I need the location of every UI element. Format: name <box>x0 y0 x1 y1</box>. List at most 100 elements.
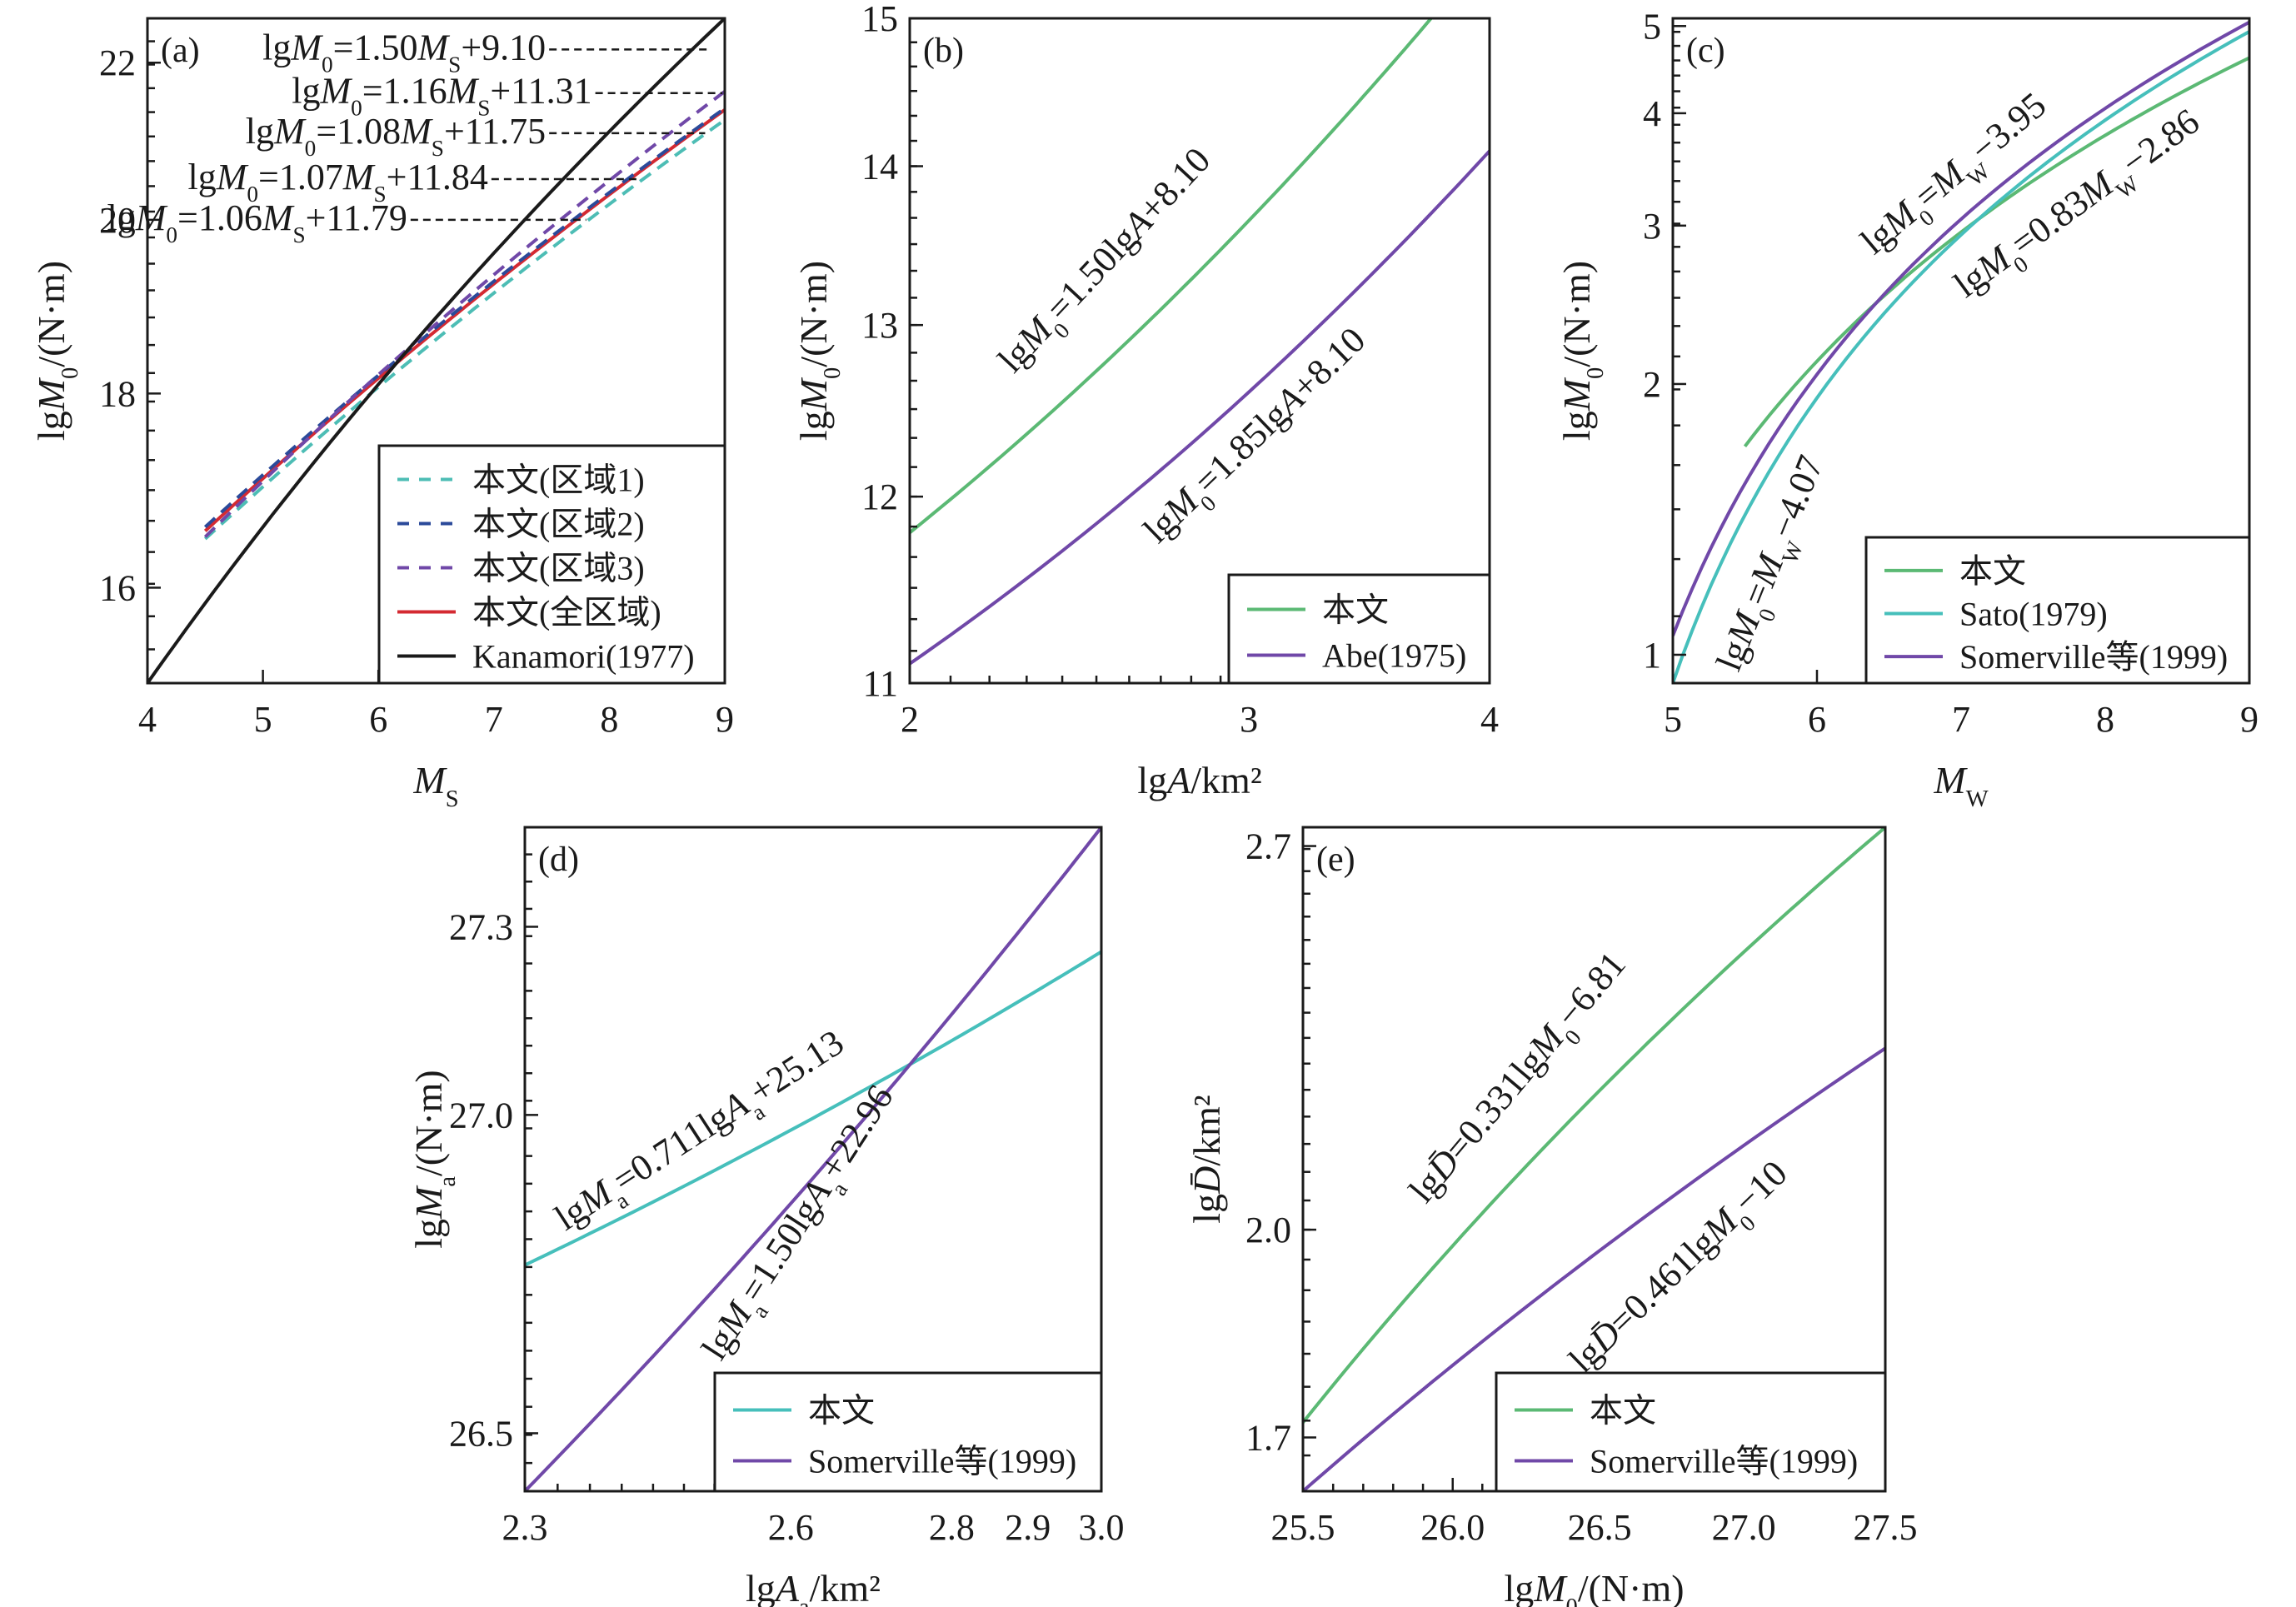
equation-annotation: lgM0=MW−4.07 <box>1708 450 1839 680</box>
series-line-Sato(1979) <box>1673 30 2249 683</box>
x-tick-label: 9 <box>716 699 734 740</box>
y-tick-label: 3 <box>1643 206 1661 247</box>
y-tick-label: 2 <box>1643 364 1661 405</box>
panel-c: 5 6 7 8 912345(c)MWlgM0/(N·m)lgM0=MW−3.95lgM… <box>1555 6 2259 811</box>
x-tick-label: 2.9 <box>1005 1507 1051 1548</box>
legend-label: Somerville等(1999) <box>1590 1443 1858 1480</box>
y-tick-label: 5 <box>1643 6 1661 47</box>
series-line-本文 <box>910 18 1433 534</box>
series-line-本文(区域2) <box>203 107 725 529</box>
x-axis-label: lgM0/(N·m) <box>1504 1567 1684 1607</box>
y-tick-label: 13 <box>861 305 898 346</box>
legend-label: Sato(1979) <box>1959 596 2108 633</box>
x-tick-label: 8 <box>2096 699 2114 740</box>
legend-label: 本文(区域1) <box>472 462 645 499</box>
x-tick-label: 3.0 <box>1079 1507 1125 1548</box>
equation-annotation: lgD̄=0.331lgM0−6.81 <box>1401 944 1641 1216</box>
x-tick-label: 8 <box>600 699 618 740</box>
x-tick-label: 25.5 <box>1271 1507 1335 1548</box>
legend <box>1864 536 2251 685</box>
series-line-本文(区域1) <box>203 118 725 541</box>
legend-label: Abe(1975) <box>1322 637 1466 675</box>
panel-d: 2.3 2.6 2.8 2.9 3.0 26.5 27.0 27.3 (d) lgAa/km² lg… <box>407 826 1125 1607</box>
series-line-本文 <box>1743 56 2249 448</box>
series-line-本文 <box>525 950 1101 1267</box>
series-group <box>910 18 1490 666</box>
equation-annotation: lgM0=1.85lgA+8.10 <box>1136 319 1380 557</box>
y-tick-label: 2.7 <box>1245 826 1291 867</box>
legend-label: Somerville等(1999) <box>808 1443 1076 1480</box>
equation-annotation: lgM0=1.08MS+11.75 <box>246 111 546 161</box>
y-axis-label: lgM0/(N·m) <box>1555 261 1609 441</box>
y-tick-label: 15 <box>861 0 898 39</box>
panel-a: 4 5 6 7 8 9 16 18 20 22 (a) MS lgM0/(N·m) lgM0=1.50MS… <box>30 17 734 812</box>
series-group <box>1673 20 2249 683</box>
y-tick-label: 22 <box>99 42 136 83</box>
y-tick-label: 11 <box>863 663 898 704</box>
series-line-本文(区域3) <box>203 90 725 538</box>
y-axis-label: lgM0/(N·m) <box>30 261 83 441</box>
series-group <box>1303 827 1885 1491</box>
equation-annotation: lgM0=1.06MS+11.79 <box>107 197 407 247</box>
x-axis-label: MS <box>412 759 458 812</box>
panel-tag: (e) <box>1316 841 1355 879</box>
x-tick-label: 7 <box>485 699 503 740</box>
x-tick-label: 2.6 <box>768 1507 814 1548</box>
y-tick-label: 26.5 <box>449 1413 513 1454</box>
equation-annotation: lgD̄=0.461lgM0−10 <box>1561 1153 1802 1388</box>
legend-label: 本文(全区域) <box>472 594 661 631</box>
x-axis-label: MW <box>1933 759 1988 812</box>
legend <box>1495 1371 1887 1493</box>
x-tick-label: 27.0 <box>1712 1507 1776 1548</box>
x-tick-label: 9 <box>2240 699 2259 740</box>
series-line-Somerville等(1999) <box>1303 1046 1885 1491</box>
x-tick-label: 26.5 <box>1568 1507 1632 1548</box>
y-tick-label: 14 <box>861 147 898 187</box>
x-tick-label: 26.0 <box>1420 1507 1485 1548</box>
y-tick-label: 27.0 <box>449 1095 513 1135</box>
series-line-Somerville等(1999) <box>525 827 1101 1491</box>
series-line-Abe(1975) <box>910 149 1490 666</box>
series-group <box>525 827 1101 1491</box>
y-tick-label: 27.3 <box>449 906 513 947</box>
y-tick-label: 20 <box>99 200 136 241</box>
equation-annotation: lgM0=1.50MS+9.10 <box>262 27 546 77</box>
legend-label: 本文 <box>1322 591 1389 629</box>
equation-annotation: lgM0=1.16MS+11.31 <box>292 71 591 121</box>
legend-label: Somerville等(1999) <box>1959 638 2228 676</box>
legend <box>1227 573 1491 685</box>
legend-label: Kanamori(1977) <box>472 638 695 676</box>
panel-tag: (a) <box>161 32 200 70</box>
y-tick-label: 1 <box>1643 635 1661 676</box>
x-tick-label: 5 <box>254 699 272 740</box>
y-tick-label: 4 <box>1643 93 1661 134</box>
x-tick-label: 7 <box>1952 699 1970 740</box>
equation-annotation: lgM0=1.50lgA+8.10 <box>990 140 1225 387</box>
series-line-本文 <box>1303 827 1885 1424</box>
x-tick-label: 4 <box>1480 699 1499 740</box>
y-axis-label: lgD̄/km² <box>1185 1095 1228 1223</box>
x-tick-label: 5 <box>1664 699 1682 740</box>
y-tick-label: 18 <box>99 373 136 414</box>
y-axis-label: lgM0/(N·m) <box>792 261 846 441</box>
plot-frame <box>908 17 1491 685</box>
panel-b: 2 3 4 11 12 13 14 15 (b) lgA/km² lgM0/(N·m) lgM0=1.… <box>792 0 1499 801</box>
x-axis-label: lgAa/km² <box>746 1567 881 1607</box>
x-axis-label: lgA/km² <box>1137 759 1261 801</box>
x-tick-label: 6 <box>369 699 387 740</box>
y-tick-label: 1.7 <box>1245 1417 1291 1458</box>
series-group <box>147 18 725 683</box>
panel-tag: (d) <box>538 841 579 879</box>
equation-annotation: lgM0=1.07MS+11.84 <box>187 157 487 207</box>
panel-tag: (c) <box>1686 32 1725 70</box>
y-axis-label: lgMa/(N·m) <box>407 1070 461 1249</box>
y-tick-label: 2.0 <box>1245 1210 1291 1250</box>
x-tick-label: 2.8 <box>929 1507 975 1548</box>
x-tick-label: 4 <box>138 699 157 740</box>
x-tick-label: 6 <box>1808 699 1826 740</box>
series-line-Somerville等(1999) <box>1673 20 2249 636</box>
legend-label: 本文 <box>1959 552 2026 590</box>
legend-label: 本文(区域2) <box>472 506 645 543</box>
panel-e: 25.5 26.0 26.5 27.0 27.5 1.7 2.0 2.7 (e) lgM0/(N·… <box>1185 826 1918 1607</box>
